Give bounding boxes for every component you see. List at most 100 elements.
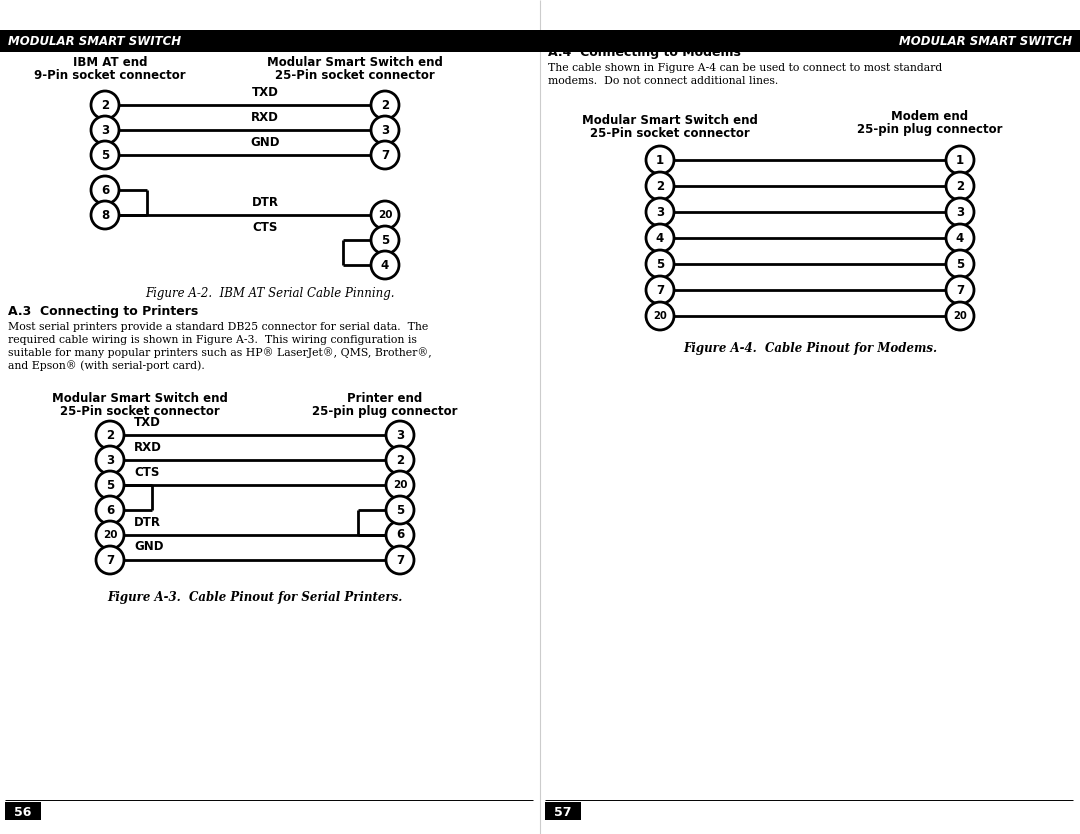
Text: 20: 20 [103, 530, 118, 540]
Circle shape [646, 146, 674, 174]
Text: 20: 20 [378, 210, 392, 220]
Text: 5: 5 [956, 258, 964, 270]
Circle shape [96, 471, 124, 499]
Text: required cable wiring is shown in Figure A-3.  This wiring configuration is: required cable wiring is shown in Figure… [8, 335, 417, 345]
Text: 1: 1 [956, 153, 964, 167]
Text: 2: 2 [100, 98, 109, 112]
Text: 3: 3 [396, 429, 404, 441]
Text: 4: 4 [956, 232, 964, 244]
Circle shape [946, 302, 974, 330]
Text: MODULAR SMART SWITCH: MODULAR SMART SWITCH [899, 34, 1072, 48]
Text: 1: 1 [656, 153, 664, 167]
Text: 25-Pin socket connector: 25-Pin socket connector [590, 127, 750, 139]
Text: 5: 5 [656, 258, 664, 270]
Text: 4: 4 [656, 232, 664, 244]
Circle shape [946, 146, 974, 174]
Text: 8: 8 [100, 208, 109, 222]
Text: MODULAR SMART SWITCH: MODULAR SMART SWITCH [8, 34, 181, 48]
Text: 2: 2 [106, 429, 114, 441]
Text: 7: 7 [656, 284, 664, 297]
Text: 5: 5 [106, 479, 114, 491]
Circle shape [946, 172, 974, 200]
Text: 3: 3 [106, 454, 114, 466]
Text: Figure A-2.  IBM AT Serial Cable Pinning.: Figure A-2. IBM AT Serial Cable Pinning. [145, 287, 395, 299]
Text: 5: 5 [396, 504, 404, 516]
Text: Figure A-3.  Cable Pinout for Serial Printers.: Figure A-3. Cable Pinout for Serial Prin… [107, 590, 403, 604]
Circle shape [96, 521, 124, 549]
Circle shape [372, 201, 399, 229]
Text: suitable for many popular printers such as HP® LaserJet®, QMS, Brother®,: suitable for many popular printers such … [8, 348, 432, 359]
Text: IBM AT end: IBM AT end [72, 56, 147, 68]
Text: Modular Smart Switch end: Modular Smart Switch end [582, 113, 758, 127]
Circle shape [91, 91, 119, 119]
Circle shape [372, 226, 399, 254]
Circle shape [946, 276, 974, 304]
Text: RXD: RXD [134, 440, 162, 454]
Text: and Epson® (with serial-port card).: and Epson® (with serial-port card). [8, 360, 205, 371]
Circle shape [372, 251, 399, 279]
Circle shape [386, 496, 414, 524]
Text: 7: 7 [956, 284, 964, 297]
Text: 7: 7 [396, 554, 404, 566]
Text: 20: 20 [393, 480, 407, 490]
Text: CTS: CTS [253, 220, 278, 234]
FancyBboxPatch shape [0, 30, 540, 52]
Text: 57: 57 [554, 806, 571, 818]
Text: 7: 7 [106, 554, 114, 566]
Circle shape [372, 91, 399, 119]
Text: GND: GND [134, 540, 163, 554]
Circle shape [91, 141, 119, 169]
Circle shape [91, 116, 119, 144]
Text: DTR: DTR [134, 515, 161, 529]
Text: Modular Smart Switch end: Modular Smart Switch end [267, 56, 443, 68]
Text: 2: 2 [381, 98, 389, 112]
Text: Figure A-4.  Cable Pinout for Modems.: Figure A-4. Cable Pinout for Modems. [683, 341, 937, 354]
Text: 3: 3 [956, 205, 964, 219]
Text: 2: 2 [956, 179, 964, 193]
Circle shape [96, 421, 124, 449]
Text: 6: 6 [396, 529, 404, 541]
Text: 3: 3 [656, 205, 664, 219]
Text: Modular Smart Switch end: Modular Smart Switch end [52, 391, 228, 404]
Circle shape [386, 421, 414, 449]
Text: 25-Pin socket connector: 25-Pin socket connector [60, 404, 220, 418]
Text: 7: 7 [381, 148, 389, 162]
Circle shape [386, 546, 414, 574]
Text: 5: 5 [100, 148, 109, 162]
FancyBboxPatch shape [5, 802, 41, 820]
Circle shape [96, 446, 124, 474]
Text: 25-Pin socket connector: 25-Pin socket connector [275, 68, 435, 82]
Circle shape [946, 198, 974, 226]
Circle shape [646, 276, 674, 304]
Circle shape [96, 546, 124, 574]
Circle shape [646, 224, 674, 252]
Circle shape [386, 446, 414, 474]
Text: 3: 3 [381, 123, 389, 137]
Text: 25-pin plug connector: 25-pin plug connector [858, 123, 1002, 135]
Text: 20: 20 [954, 311, 967, 321]
Circle shape [386, 521, 414, 549]
Text: A.3  Connecting to Printers: A.3 Connecting to Printers [8, 304, 199, 318]
Text: 25-pin plug connector: 25-pin plug connector [312, 404, 458, 418]
Text: 6: 6 [100, 183, 109, 197]
Text: 9-Pin socket connector: 9-Pin socket connector [35, 68, 186, 82]
Text: TXD: TXD [252, 86, 279, 98]
Circle shape [372, 116, 399, 144]
FancyBboxPatch shape [540, 30, 1080, 52]
Text: DTR: DTR [252, 195, 279, 208]
Text: Modem end: Modem end [891, 109, 969, 123]
Circle shape [646, 302, 674, 330]
Text: A.4  Connecting to Modems: A.4 Connecting to Modems [548, 46, 741, 58]
Text: 4: 4 [381, 259, 389, 272]
Text: CTS: CTS [134, 465, 160, 479]
Text: Printer end: Printer end [348, 391, 422, 404]
Text: 20: 20 [653, 311, 666, 321]
Text: Most serial printers provide a standard DB25 connector for serial data.  The: Most serial printers provide a standard … [8, 322, 429, 332]
Circle shape [646, 250, 674, 278]
Text: 56: 56 [14, 806, 31, 818]
Text: 6: 6 [106, 504, 114, 516]
Text: GND: GND [251, 135, 280, 148]
Circle shape [646, 172, 674, 200]
Circle shape [96, 496, 124, 524]
Circle shape [386, 471, 414, 499]
